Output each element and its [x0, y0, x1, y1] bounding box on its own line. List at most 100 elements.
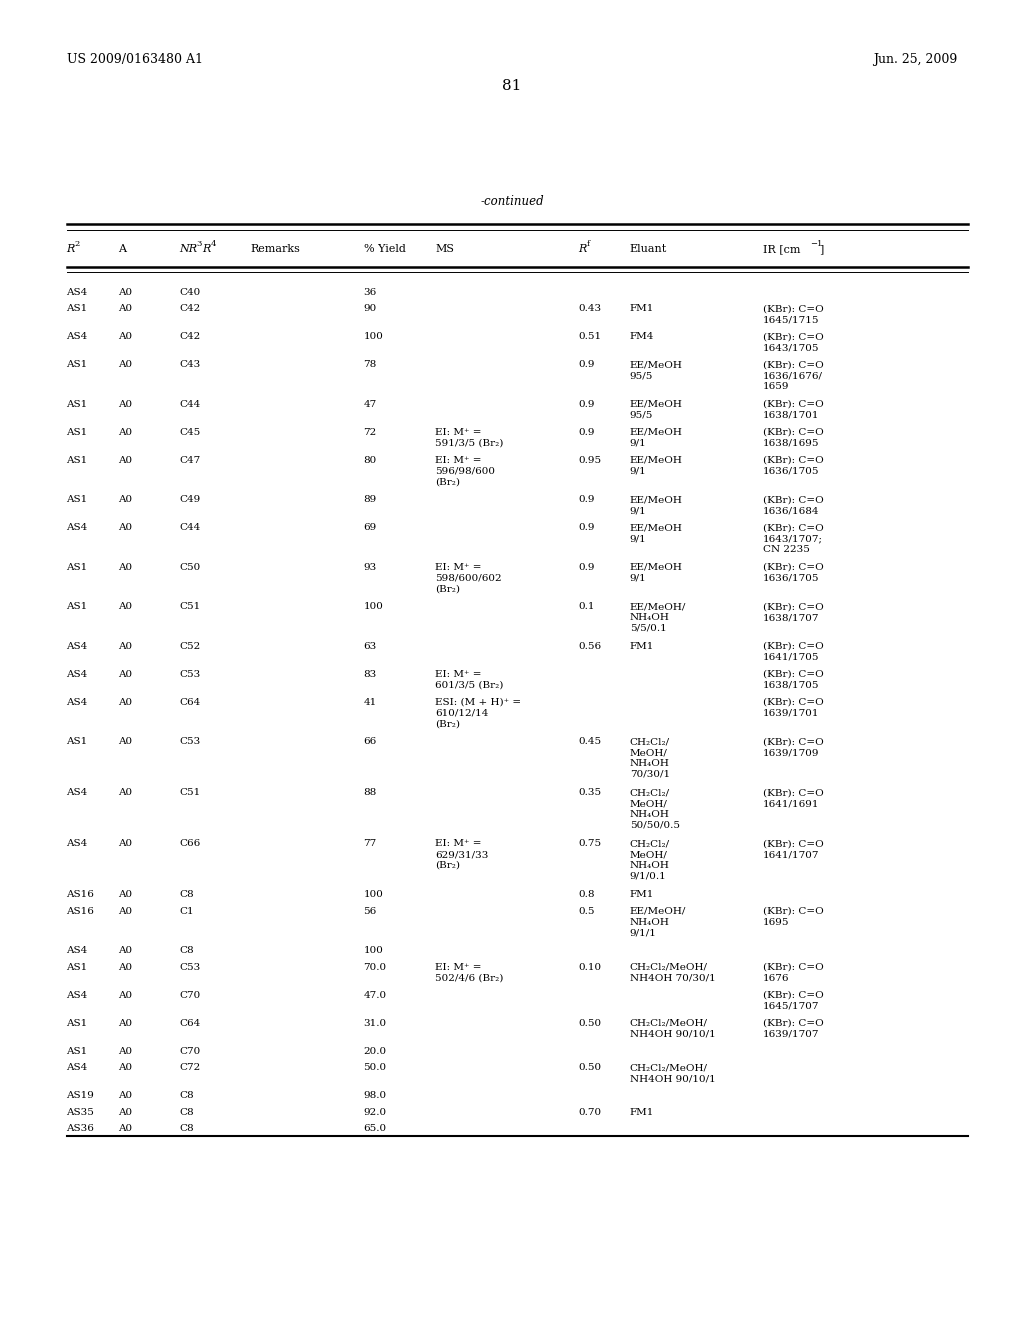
- Text: 100: 100: [364, 602, 383, 611]
- Text: FM1: FM1: [630, 1107, 654, 1117]
- Text: 0.9: 0.9: [579, 428, 595, 437]
- Text: A0: A0: [118, 523, 132, 532]
- Text: AS4: AS4: [67, 840, 88, 849]
- Text: A0: A0: [118, 991, 132, 999]
- Text: 0.8: 0.8: [579, 890, 595, 899]
- Text: A0: A0: [118, 562, 132, 572]
- Text: (KBr): C=O
1641/1705: (KBr): C=O 1641/1705: [763, 642, 823, 661]
- Text: CH₂Cl₂/MeOH/
NH4OH 90/10/1: CH₂Cl₂/MeOH/ NH4OH 90/10/1: [630, 1064, 716, 1082]
- Text: (KBr): C=O
1636/1705: (KBr): C=O 1636/1705: [763, 455, 823, 475]
- Text: C40: C40: [179, 288, 201, 297]
- Text: IR [cm: IR [cm: [763, 244, 801, 255]
- Text: −1: −1: [810, 240, 822, 248]
- Text: AS4: AS4: [67, 288, 88, 297]
- Text: 0.95: 0.95: [579, 455, 602, 465]
- Text: 31.0: 31.0: [364, 1019, 387, 1028]
- Text: C64: C64: [179, 1019, 201, 1028]
- Text: C47: C47: [179, 455, 201, 465]
- Text: AS4: AS4: [67, 642, 88, 651]
- Text: 0.9: 0.9: [579, 495, 595, 504]
- Text: 98.0: 98.0: [364, 1092, 387, 1101]
- Text: A0: A0: [118, 455, 132, 465]
- Text: NR: NR: [179, 244, 198, 255]
- Text: A0: A0: [118, 642, 132, 651]
- Text: 65.0: 65.0: [364, 1125, 387, 1134]
- Text: EI: M⁺ =
502/4/6 (Br₂): EI: M⁺ = 502/4/6 (Br₂): [435, 962, 504, 982]
- Text: EE/MeOH
95/5: EE/MeOH 95/5: [630, 400, 683, 420]
- Text: 0.5: 0.5: [579, 907, 595, 916]
- Text: CH₂Cl₂/
MeOH/
NH₄OH
70/30/1: CH₂Cl₂/ MeOH/ NH₄OH 70/30/1: [630, 738, 670, 779]
- Text: (KBr): C=O
1638/1707: (KBr): C=O 1638/1707: [763, 602, 823, 622]
- Text: EE/MeOH
9/1: EE/MeOH 9/1: [630, 455, 683, 475]
- Text: C44: C44: [179, 523, 201, 532]
- Text: A0: A0: [118, 1064, 132, 1072]
- Text: AS16: AS16: [67, 890, 94, 899]
- Text: CH₂Cl₂/MeOH/
NH4OH 70/30/1: CH₂Cl₂/MeOH/ NH4OH 70/30/1: [630, 962, 716, 982]
- Text: 100: 100: [364, 890, 383, 899]
- Text: 88: 88: [364, 788, 377, 797]
- Text: 92.0: 92.0: [364, 1107, 387, 1117]
- Text: A0: A0: [118, 1019, 132, 1028]
- Text: EE/MeOH/
NH₄OH
9/1/1: EE/MeOH/ NH₄OH 9/1/1: [630, 907, 686, 937]
- Text: (KBr): C=O
1645/1707: (KBr): C=O 1645/1707: [763, 991, 823, 1011]
- Text: C43: C43: [179, 360, 201, 370]
- Text: AS1: AS1: [67, 455, 88, 465]
- Text: A0: A0: [118, 602, 132, 611]
- Text: (KBr): C=O
1639/1709: (KBr): C=O 1639/1709: [763, 738, 823, 756]
- Text: (KBr): C=O
1641/1691: (KBr): C=O 1641/1691: [763, 788, 823, 808]
- Text: EE/MeOH
9/1: EE/MeOH 9/1: [630, 523, 683, 543]
- Text: US 2009/0163480 A1: US 2009/0163480 A1: [67, 53, 203, 66]
- Text: 70.0: 70.0: [364, 962, 387, 972]
- Text: C53: C53: [179, 669, 201, 678]
- Text: 83: 83: [364, 669, 377, 678]
- Text: A0: A0: [118, 1125, 132, 1134]
- Text: (KBr): C=O
1636/1684: (KBr): C=O 1636/1684: [763, 495, 823, 515]
- Text: A0: A0: [118, 890, 132, 899]
- Text: A0: A0: [118, 1107, 132, 1117]
- Text: 47: 47: [364, 400, 377, 409]
- Text: R: R: [67, 244, 75, 255]
- Text: (KBr): C=O
1636/1705: (KBr): C=O 1636/1705: [763, 562, 823, 582]
- Text: EE/MeOH/
NH₄OH
5/5/0.1: EE/MeOH/ NH₄OH 5/5/0.1: [630, 602, 686, 632]
- Text: (KBr): C=O
1638/1701: (KBr): C=O 1638/1701: [763, 400, 823, 420]
- Text: AS1: AS1: [67, 602, 88, 611]
- Text: A0: A0: [118, 288, 132, 297]
- Text: 47.0: 47.0: [364, 991, 387, 999]
- Text: A0: A0: [118, 946, 132, 956]
- Text: C45: C45: [179, 428, 201, 437]
- Text: A0: A0: [118, 907, 132, 916]
- Text: 41: 41: [364, 698, 377, 706]
- Text: 4: 4: [210, 240, 216, 248]
- Text: f: f: [587, 240, 590, 248]
- Text: AS19: AS19: [67, 1092, 94, 1101]
- Text: C72: C72: [179, 1064, 201, 1072]
- Text: 20.0: 20.0: [364, 1047, 387, 1056]
- Text: 0.9: 0.9: [579, 400, 595, 409]
- Text: 0.50: 0.50: [579, 1019, 602, 1028]
- Text: AS1: AS1: [67, 1047, 88, 1056]
- Text: 36: 36: [364, 288, 377, 297]
- Text: (KBr): C=O
1676: (KBr): C=O 1676: [763, 962, 823, 982]
- Text: C64: C64: [179, 698, 201, 706]
- Text: MS: MS: [435, 244, 455, 255]
- Text: AS35: AS35: [67, 1107, 94, 1117]
- Text: R: R: [202, 244, 211, 255]
- Text: AS1: AS1: [67, 360, 88, 370]
- Text: A0: A0: [118, 962, 132, 972]
- Text: 2: 2: [75, 240, 80, 248]
- Text: AS16: AS16: [67, 907, 94, 916]
- Text: A0: A0: [118, 428, 132, 437]
- Text: (KBr): C=O
1695: (KBr): C=O 1695: [763, 907, 823, 927]
- Text: A0: A0: [118, 1047, 132, 1056]
- Text: C8: C8: [179, 946, 194, 956]
- Text: C51: C51: [179, 602, 201, 611]
- Text: AS1: AS1: [67, 428, 88, 437]
- Text: C8: C8: [179, 1092, 194, 1101]
- Text: EI: M⁺ =
591/3/5 (Br₂): EI: M⁺ = 591/3/5 (Br₂): [435, 428, 504, 447]
- Text: AS4: AS4: [67, 1064, 88, 1072]
- Text: C50: C50: [179, 562, 201, 572]
- Text: C1: C1: [179, 907, 194, 916]
- Text: 78: 78: [364, 360, 377, 370]
- Text: (KBr): C=O
1638/1705: (KBr): C=O 1638/1705: [763, 669, 823, 689]
- Text: 100: 100: [364, 333, 383, 342]
